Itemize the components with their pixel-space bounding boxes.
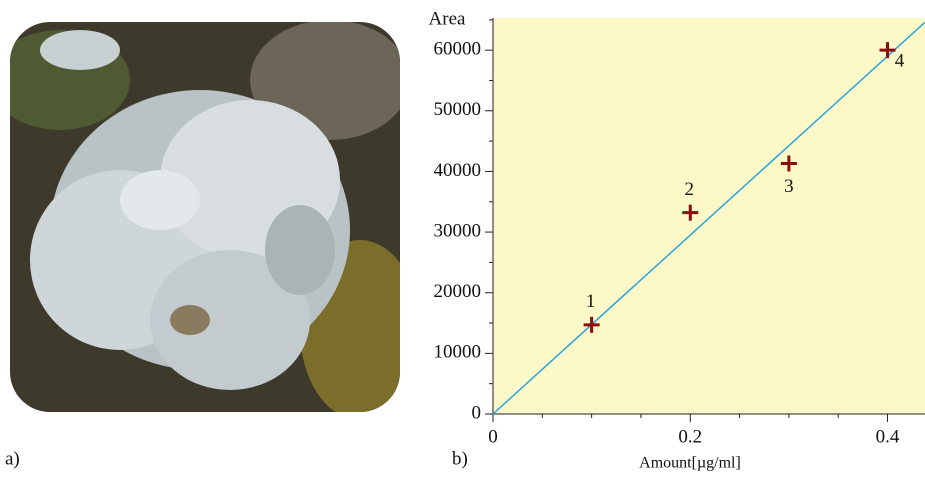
x-tick-label: 0 xyxy=(488,426,498,447)
x-axis-title: Amount[µg/ml] xyxy=(639,455,741,472)
x-tick-label: 0.2 xyxy=(678,426,702,447)
panel-label: a) xyxy=(5,448,20,469)
x-tick-label: 0.4 xyxy=(876,426,900,447)
y-tick-label: 40000 xyxy=(434,160,482,181)
point-label: 1 xyxy=(586,291,596,312)
point-label: 3 xyxy=(784,176,794,197)
point-label: 4 xyxy=(895,51,905,72)
y-tick-label: 60000 xyxy=(434,39,482,60)
figure: a) b) 0 10000 20000 30000 40000 50000 60000 0 0.… xyxy=(0,0,925,473)
y-tick-label: 0 xyxy=(472,402,482,423)
panel-label: b) xyxy=(452,448,468,469)
y-tick-label: 50000 xyxy=(434,99,482,120)
lichen-photo xyxy=(0,20,420,420)
y-tick-label: 20000 xyxy=(434,281,482,302)
y-tick-label: 30000 xyxy=(434,220,482,241)
chart: 0 10000 20000 30000 40000 50000 60000 0 0.2 0.4 Ar… xyxy=(429,8,925,471)
point-label: 2 xyxy=(685,179,695,200)
y-axis-title: Area xyxy=(429,8,466,29)
y-tick-label: 10000 xyxy=(434,342,482,363)
